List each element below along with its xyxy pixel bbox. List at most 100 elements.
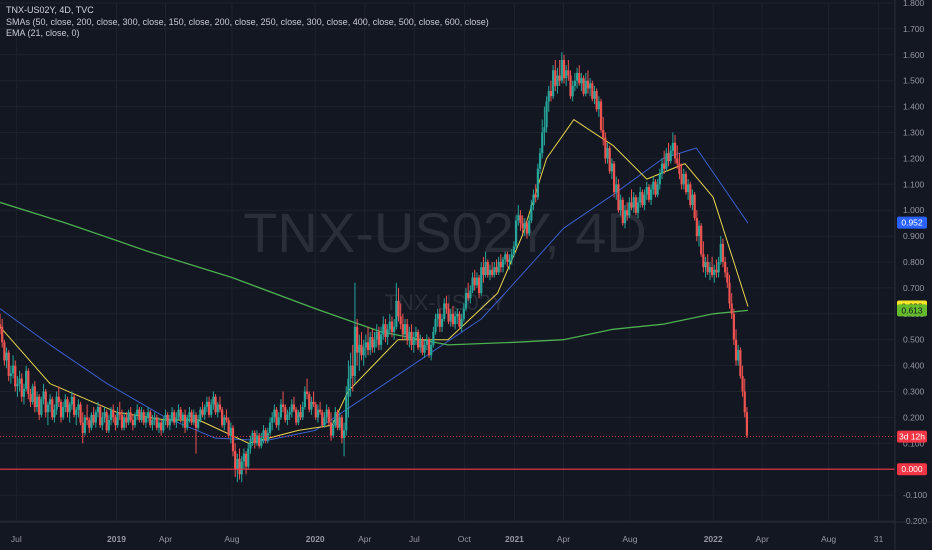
candle-body: [417, 331, 420, 348]
x-tick-label: 31: [874, 534, 884, 544]
candle-body: [103, 412, 106, 418]
y-tick-label: 0.100: [903, 438, 925, 448]
candle-body: [377, 331, 381, 345]
candle-body: [528, 220, 531, 234]
candle-body: [721, 243, 725, 262]
candle-body: [521, 223, 524, 229]
ema-indicator-info[interactable]: EMA (21, close, 0): [6, 28, 80, 38]
candle-body: [1, 326, 4, 343]
candle-body: [0, 324, 2, 327]
watermark-main: TNX-US02Y, 4D: [243, 201, 647, 264]
y-tick-label: 1.500: [903, 76, 925, 86]
x-tick-label: 2019: [107, 534, 126, 544]
candle-body: [739, 350, 742, 376]
candle-body: [242, 453, 245, 462]
candle-body: [427, 339, 431, 356]
candle-body: [201, 409, 204, 415]
candle-body: [741, 375, 744, 392]
series-line: [0, 201, 749, 346]
candle-body: [680, 173, 683, 185]
candle-body: [292, 404, 296, 410]
candle-body: [157, 422, 161, 428]
candle-body: [421, 339, 424, 353]
y-tick-label: 0.500: [903, 335, 925, 345]
candle-body: [231, 427, 235, 452]
candle-body: [5, 352, 8, 361]
candle-body: [207, 401, 211, 415]
candle-body: [565, 70, 568, 79]
candle-body: [591, 83, 594, 99]
candle-body: [362, 347, 365, 356]
y-tick-label: 1.300: [903, 128, 925, 138]
candle-body: [244, 453, 248, 467]
price-label-box: [897, 463, 927, 476]
candle-body: [319, 409, 322, 413]
candle-body: [240, 461, 243, 475]
candle-body: [20, 378, 23, 397]
candle-body: [484, 262, 487, 275]
candle-body: [249, 440, 252, 449]
candle-body: [329, 422, 333, 436]
candle-body: [18, 378, 21, 384]
candle-body: [545, 101, 548, 128]
candle-body: [556, 75, 559, 86]
candle-body: [560, 59, 563, 81]
candle-body: [702, 254, 705, 268]
candle-body: [64, 399, 67, 408]
candle-body: [514, 220, 518, 247]
candle-body: [342, 430, 346, 439]
candle-body: [510, 254, 513, 260]
candle-body: [449, 313, 452, 322]
candle-body: [186, 417, 189, 428]
candle-body: [495, 267, 498, 273]
candle-body: [508, 259, 511, 262]
candle-body: [469, 290, 472, 299]
candle-body: [628, 202, 631, 216]
candle-body: [382, 324, 385, 335]
candle-body: [604, 137, 607, 159]
candle-body: [473, 277, 476, 286]
series-line: [0, 147, 749, 442]
candle-body: [170, 412, 174, 420]
y-tick-label: 0.200: [903, 412, 925, 422]
candle-body: [639, 192, 642, 203]
candle-body: [643, 194, 646, 206]
candle-body: [403, 324, 407, 335]
symbol-info[interactable]: TNX-US02Y, 4D, TVC: [6, 5, 94, 15]
candle-body: [366, 342, 370, 351]
candle-body: [419, 339, 422, 348]
x-tick-label: 2020: [306, 534, 325, 544]
candle-body: [482, 267, 485, 275]
sma-indicator-info[interactable]: SMAs (50, close, 200, close, 300, close,…: [6, 16, 489, 27]
candle-body: [501, 259, 505, 268]
candle-body: [532, 194, 535, 206]
candle-body: [663, 163, 666, 169]
candle-body: [401, 324, 404, 335]
x-tick-label: Apr: [358, 534, 371, 544]
candle-body: [517, 215, 520, 221]
candle-body: [728, 282, 731, 304]
candle-body: [406, 324, 409, 340]
candle-body: [534, 194, 537, 198]
candle-body: [9, 373, 12, 376]
y-tick-label: -0.100: [903, 490, 927, 500]
candle-body: [519, 215, 522, 224]
candle-body: [595, 91, 598, 110]
candle-body: [175, 417, 178, 423]
candle-body: [671, 142, 674, 151]
candle-body: [630, 202, 633, 208]
candle-body: [11, 365, 15, 374]
candle-body: [554, 70, 557, 86]
candle-body: [160, 422, 163, 431]
candle-body: [345, 396, 348, 431]
candle-body: [375, 331, 378, 340]
candle-body: [462, 308, 465, 319]
candle-body: [83, 417, 87, 433]
candle-body: [125, 417, 128, 423]
candle-body: [3, 342, 6, 361]
candle-body: [347, 378, 350, 397]
candle-body: [704, 262, 707, 268]
candle-body: [430, 344, 433, 356]
